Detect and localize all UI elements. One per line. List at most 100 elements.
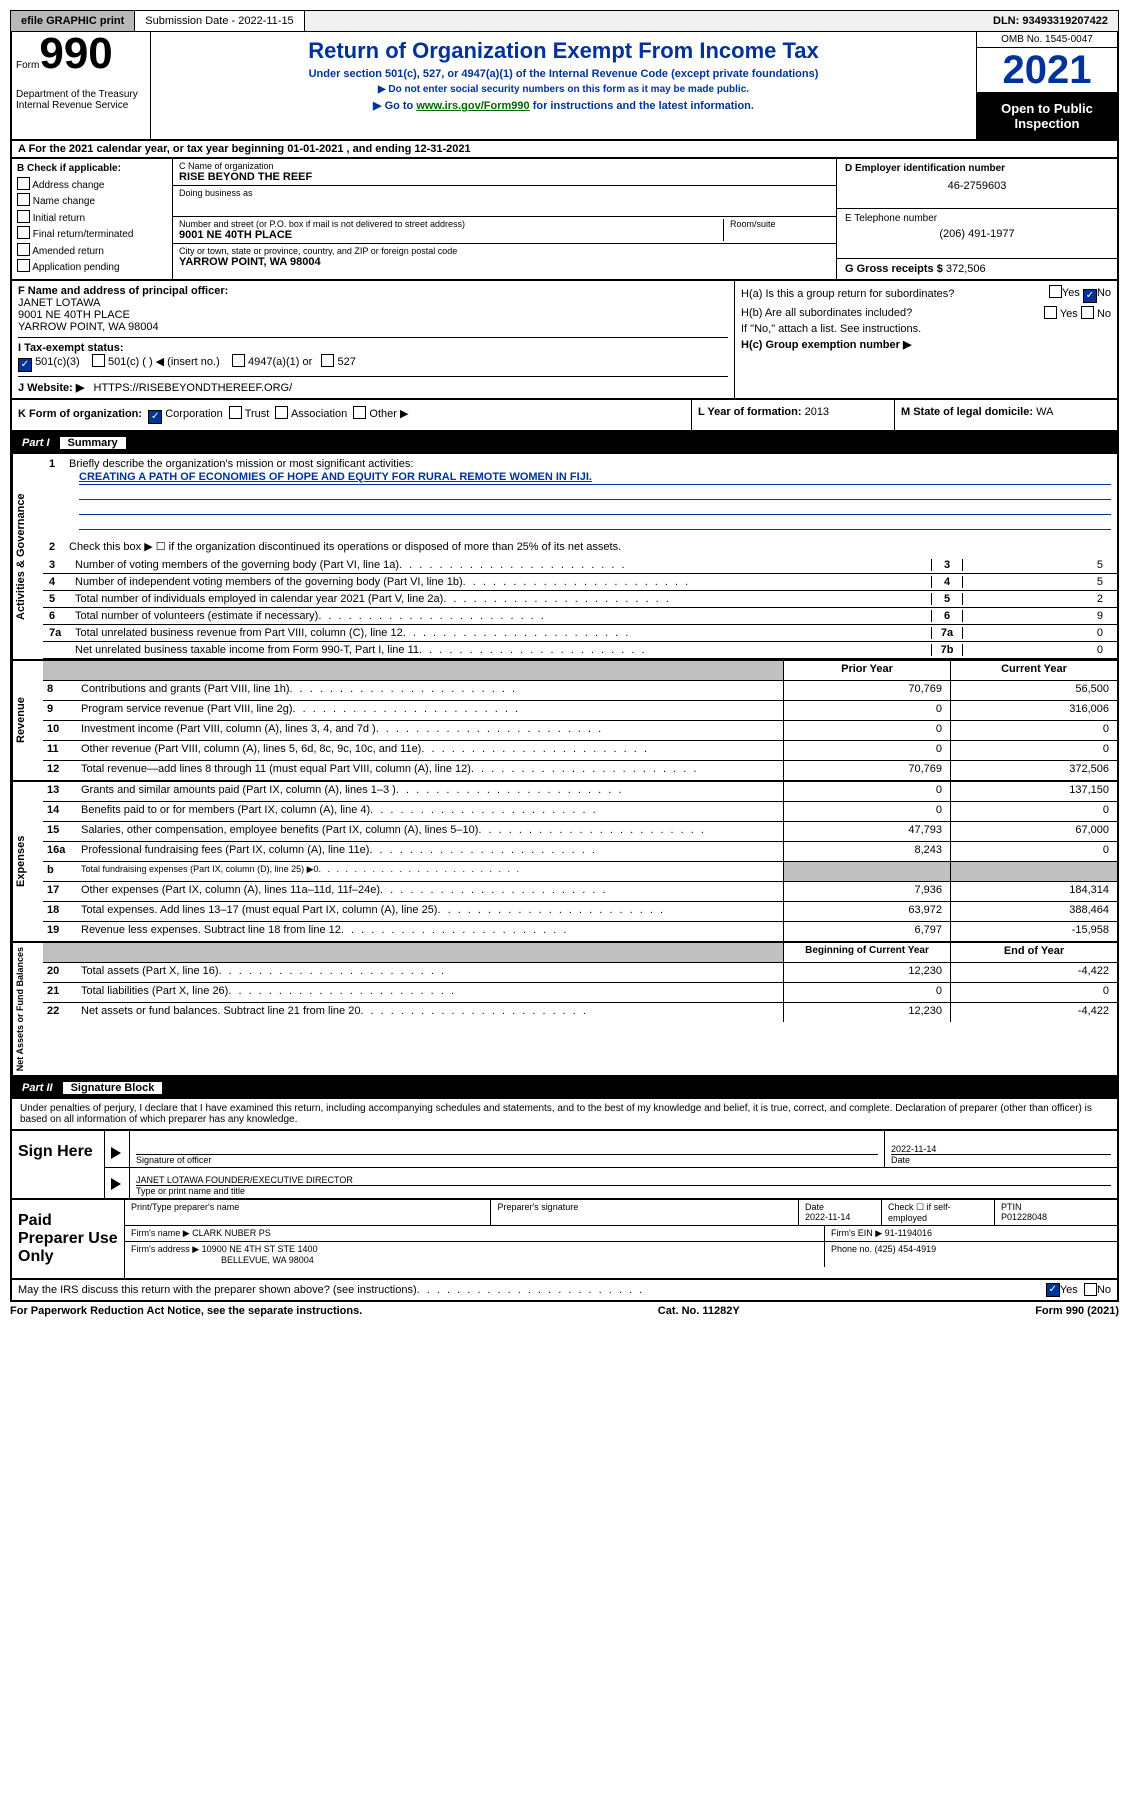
sign-here-lbl: Sign Here — [12, 1131, 105, 1198]
header: Form990 Department of the Treasury Inter… — [10, 32, 1119, 141]
firm-phone: (425) 454-4919 — [875, 1244, 937, 1254]
top-bar: efile GRAPHIC print Submission Date - 20… — [10, 10, 1119, 32]
city-lbl: City or town, state or province, country… — [179, 246, 830, 256]
b-checkbox[interactable] — [17, 259, 30, 272]
officer-print-name: JANET LOTAWA FOUNDER/EXECUTIVE DIRECTOR — [136, 1175, 1111, 1185]
officer-name: JANET LOTAWA — [18, 297, 728, 309]
501c-checkbox[interactable] — [92, 354, 105, 367]
b-checkbox[interactable] — [17, 226, 30, 239]
b-checkbox[interactable] — [17, 243, 30, 256]
e-lbl: E Telephone number — [845, 213, 1109, 224]
mission-blank1 — [79, 485, 1111, 500]
note-ssn: ▶ Do not enter social security numbers o… — [163, 84, 964, 95]
ha-no[interactable]: ✓ — [1083, 289, 1097, 303]
finance-row: 22Net assets or fund balances. Subtract … — [43, 1003, 1117, 1022]
mission-blank3 — [79, 515, 1111, 530]
discuss-row: May the IRS discuss this return with the… — [10, 1280, 1119, 1302]
finance-row: 14Benefits paid to or for members (Part … — [43, 802, 1117, 822]
col-c: C Name of organization RISE BEYOND THE R… — [173, 159, 836, 279]
ha-lbl: H(a) Is this a group return for subordin… — [741, 288, 954, 300]
k-corp-cb[interactable]: ✓ — [148, 410, 162, 424]
hb-no[interactable] — [1081, 306, 1094, 319]
efile-button[interactable]: efile GRAPHIC print — [11, 11, 135, 31]
sig-declaration: Under penalties of perjury, I declare th… — [10, 1099, 1119, 1131]
ein: 46-2759603 — [845, 180, 1109, 192]
finance-row: 8Contributions and grants (Part VIII, li… — [43, 681, 1117, 701]
dln: DLN: 93493319207422 — [983, 11, 1118, 31]
arrow-icon2 — [111, 1178, 121, 1190]
col-b: B Check if applicable: Address change Na… — [12, 159, 173, 279]
submission-date: Submission Date - 2022-11-15 — [135, 11, 304, 31]
footer-right: Form 990 (2021) — [1035, 1305, 1119, 1317]
k-trust-cb[interactable] — [229, 406, 242, 419]
summary-row: 7aTotal unrelated business revenue from … — [43, 625, 1117, 642]
prep-name-lbl: Print/Type preparer's name — [125, 1200, 491, 1225]
finance-row: 21Total liabilities (Part X, line 26)00 — [43, 983, 1117, 1003]
city: YARROW POINT, WA 98004 — [179, 256, 830, 268]
l2: Check this box ▶ ☐ if the organization d… — [69, 541, 621, 553]
side-revenue: Revenue — [12, 661, 43, 780]
hb-yes[interactable] — [1044, 306, 1057, 319]
f-lbl: F Name and address of principal officer: — [18, 285, 228, 297]
dept: Department of the Treasury Internal Reve… — [16, 89, 146, 111]
part1-net: Net Assets or Fund Balances Beginning of… — [10, 943, 1119, 1077]
l1: Briefly describe the organization's miss… — [69, 458, 413, 470]
footer: For Paperwork Reduction Act Notice, see … — [10, 1302, 1119, 1320]
part1-revenue: Revenue Prior Year Current Year 8Contrib… — [10, 661, 1119, 782]
irs-link[interactable]: www.irs.gov/Form990 — [416, 100, 529, 112]
j-lbl: J Website: ▶ — [18, 382, 84, 394]
arrow-icon — [111, 1147, 121, 1159]
i-lbl: I Tax-exempt status: — [18, 342, 124, 354]
year-formation: 2013 — [805, 406, 829, 418]
ptin-lbl: PTIN — [1001, 1202, 1111, 1212]
tax-year: 2021 — [977, 48, 1117, 93]
hdr-end-year: End of Year — [950, 943, 1117, 962]
summary-row: 6Total number of volunteers (estimate if… — [43, 608, 1117, 625]
k-other-cb[interactable] — [353, 406, 366, 419]
finance-row: 10Investment income (Part VIII, column (… — [43, 721, 1117, 741]
ha-yes[interactable] — [1049, 285, 1062, 298]
hc-lbl: H(c) Group exemption number ▶ — [741, 338, 1111, 351]
yes-lbl3: Yes — [1060, 1284, 1078, 1296]
part2-header: Part II Signature Block — [10, 1077, 1119, 1099]
b-checkbox[interactable] — [17, 177, 30, 190]
part1-expenses: Expenses 13Grants and similar amounts pa… — [10, 782, 1119, 943]
ptin-val: P01228048 — [1001, 1212, 1111, 1222]
summary-row: Net unrelated business taxable income fr… — [43, 642, 1117, 659]
k-assoc-cb[interactable] — [275, 406, 288, 419]
header-mid: Return of Organization Exempt From Incom… — [151, 32, 977, 139]
summary-row: 3Number of voting members of the governi… — [43, 557, 1117, 574]
b-checkbox[interactable] — [17, 210, 30, 223]
row-klm: K Form of organization: ✓ Corporation Tr… — [10, 400, 1119, 432]
officer-addr1: 9001 NE 40TH PLACE — [18, 309, 728, 321]
form-word: Form — [16, 60, 39, 71]
finance-row: 12Total revenue—add lines 8 through 11 (… — [43, 761, 1117, 780]
link-prefix: ▶ Go to — [373, 100, 416, 112]
527-checkbox[interactable] — [321, 354, 334, 367]
hdr-current-year: Current Year — [950, 661, 1117, 680]
opt-527: 527 — [337, 356, 355, 368]
501c3-checkbox[interactable]: ✓ — [18, 358, 32, 372]
officer-addr2: YARROW POINT, WA 98004 — [18, 321, 728, 333]
open-inspection: Open to Public Inspection — [977, 93, 1117, 139]
website[interactable]: HTTPS://RISEBEYONDTHEREEF.ORG/ — [94, 382, 293, 394]
discuss-yes[interactable]: ✓ — [1046, 1283, 1060, 1297]
4947-checkbox[interactable] — [232, 354, 245, 367]
finance-row: 16aProfessional fundraising fees (Part I… — [43, 842, 1117, 862]
part1-gov: Activities & Governance 1Briefly describ… — [10, 454, 1119, 661]
k-corp: Corporation — [165, 408, 222, 420]
gross-receipts: 372,506 — [946, 263, 986, 275]
discuss-no[interactable] — [1084, 1283, 1097, 1296]
name-title-lbl: Type or print name and title — [136, 1185, 1111, 1196]
sig-date-lbl: Date — [891, 1154, 1111, 1165]
firm-addr-lbl: Firm's address ▶ — [131, 1244, 199, 1254]
summary-row: 5Total number of individuals employed in… — [43, 591, 1117, 608]
finance-row: 15Salaries, other compensation, employee… — [43, 822, 1117, 842]
finance-row: 17Other expenses (Part IX, column (A), l… — [43, 882, 1117, 902]
b-checkbox[interactable] — [17, 193, 30, 206]
k-trust: Trust — [245, 408, 270, 420]
b-hdr: B Check if applicable: — [17, 163, 121, 174]
mission: CREATING A PATH OF ECONOMIES OF HOPE AND… — [79, 470, 1111, 485]
opt-501c: 501(c) ( ) ◀ (insert no.) — [108, 356, 220, 368]
prep-date-val: 2022-11-14 — [805, 1212, 875, 1222]
